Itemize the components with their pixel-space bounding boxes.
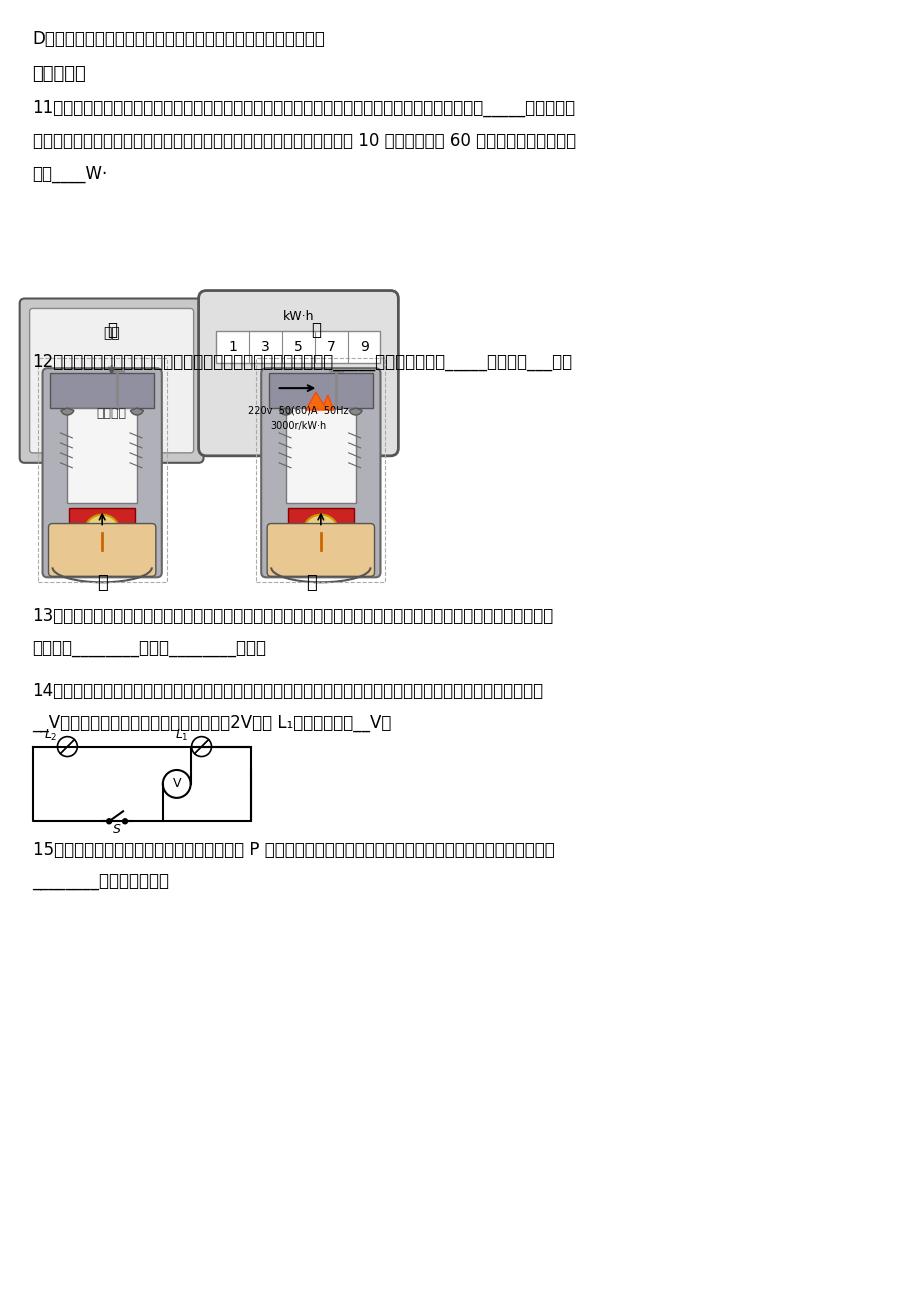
- Circle shape: [163, 769, 190, 798]
- Text: 13．初二物理中我们学过的物理定律有：牛顿第一定律、光的反射定律；初三物理中我们学过的物理定律有：能量守: 13．初二物理中我们学过的物理定律有：牛顿第一定律、光的反射定律；初三物理中我们…: [32, 607, 553, 625]
- Text: 12．如图所示是四冲程汽油机的两个冲程，甲图显示的是汽油机的_____冲程，乙图中是_____能转化为___能．: 12．如图所示是四冲程汽油机的两个冲程，甲图显示的是汽油机的_____冲程，乙图…: [32, 353, 573, 371]
- Text: 11．如图甲为宾馆的房卡，把房卡插入槽中，房内的用电器才能工作．插入房卡相当于闭合电路中的_____．该宾馆的: 11．如图甲为宾馆的房卡，把房卡插入槽中，房内的用电器才能工作．插入房卡相当于闭…: [32, 99, 575, 117]
- Bar: [216, 332, 380, 363]
- FancyBboxPatch shape: [267, 523, 374, 577]
- Circle shape: [85, 514, 120, 551]
- FancyBboxPatch shape: [29, 309, 193, 453]
- Text: 率为____W·: 率为____W·: [32, 165, 108, 184]
- Circle shape: [191, 737, 211, 756]
- Bar: [256, 358, 385, 582]
- Text: __V；当他将开关闭合后，电压表的示数为2V，则 L₁两端的电压为__V。: __V；当他将开关闭合后，电压表的示数为2V，则 L₁两端的电压为__V。: [32, 713, 391, 732]
- Wedge shape: [130, 408, 143, 415]
- Text: 5: 5: [294, 340, 302, 354]
- Text: 9: 9: [359, 340, 369, 354]
- Text: 电能表如图乙所示，小明测得当只有某用电器单独工作时，电能表转盘在 10 分钟内转过了 60 转，则该用电器的电功: 电能表如图乙所示，小明测得当只有某用电器单独工作时，电能表转盘在 10 分钟内转…: [32, 133, 575, 150]
- Text: 甲: 甲: [107, 322, 117, 340]
- Text: 3000r/kW·h: 3000r/kW·h: [270, 421, 326, 431]
- FancyBboxPatch shape: [261, 368, 380, 577]
- Polygon shape: [306, 392, 334, 410]
- Circle shape: [107, 819, 111, 824]
- Bar: [269, 374, 372, 408]
- Wedge shape: [279, 408, 292, 415]
- FancyBboxPatch shape: [42, 368, 162, 577]
- Wedge shape: [348, 408, 362, 415]
- Text: 1: 1: [228, 340, 237, 354]
- Text: 乙: 乙: [311, 322, 321, 340]
- Text: 15．如图所示的滑动变阻器连入电路，要求当 P 向右移动时，电路中的电流变大，滑动变阻器连入电路的接线柱是: 15．如图所示的滑动变阻器连入电路，要求当 P 向右移动时，电路中的电流变大，滑…: [32, 841, 554, 859]
- Circle shape: [302, 514, 338, 551]
- Bar: [69, 508, 135, 533]
- Wedge shape: [61, 408, 74, 415]
- Text: 乙: 乙: [306, 574, 316, 592]
- Bar: [51, 374, 153, 408]
- Polygon shape: [277, 384, 284, 392]
- Text: ________（选填字母）。: ________（选填字母）。: [32, 874, 169, 891]
- Circle shape: [122, 819, 128, 824]
- Text: kW·h: kW·h: [282, 310, 314, 323]
- Bar: [67, 408, 137, 503]
- Text: 恒定律、________定律和________定律。: 恒定律、________定律和________定律。: [32, 641, 267, 658]
- Bar: [286, 408, 356, 503]
- Text: 3: 3: [261, 340, 270, 354]
- Text: $S$: $S$: [112, 823, 121, 836]
- Bar: [38, 358, 166, 582]
- Bar: [79, 376, 143, 388]
- Text: V: V: [172, 777, 181, 790]
- FancyBboxPatch shape: [49, 523, 155, 577]
- Text: 三、填空题: 三、填空题: [32, 65, 86, 82]
- Text: 甲: 甲: [97, 574, 108, 592]
- Circle shape: [57, 737, 77, 756]
- Text: D．不改动实验装置，可以继续探究电流产生的热量与电阻的关系: D．不改动实验装置，可以继续探究电流产生的热量与电阻的关系: [32, 30, 325, 48]
- Text: 插入取电: 插入取电: [96, 406, 127, 419]
- Text: $L_2$: $L_2$: [44, 728, 57, 742]
- Ellipse shape: [271, 379, 325, 397]
- FancyBboxPatch shape: [19, 298, 203, 462]
- Text: $L_1$: $L_1$: [175, 728, 188, 742]
- Text: 14．某同学连接的电路如图所示，他所用的电源是四节新干电池串联组成的电池组，开关断开时，电压表的示数为: 14．某同学连接的电路如图所示，他所用的电源是四节新干电池串联组成的电池组，开关…: [32, 682, 543, 700]
- Bar: [288, 508, 353, 533]
- FancyBboxPatch shape: [199, 290, 398, 456]
- Text: 房卡: 房卡: [103, 327, 119, 340]
- Text: 7: 7: [326, 340, 335, 354]
- Text: 220v  50(60)A  50Hz: 220v 50(60)A 50Hz: [248, 405, 348, 415]
